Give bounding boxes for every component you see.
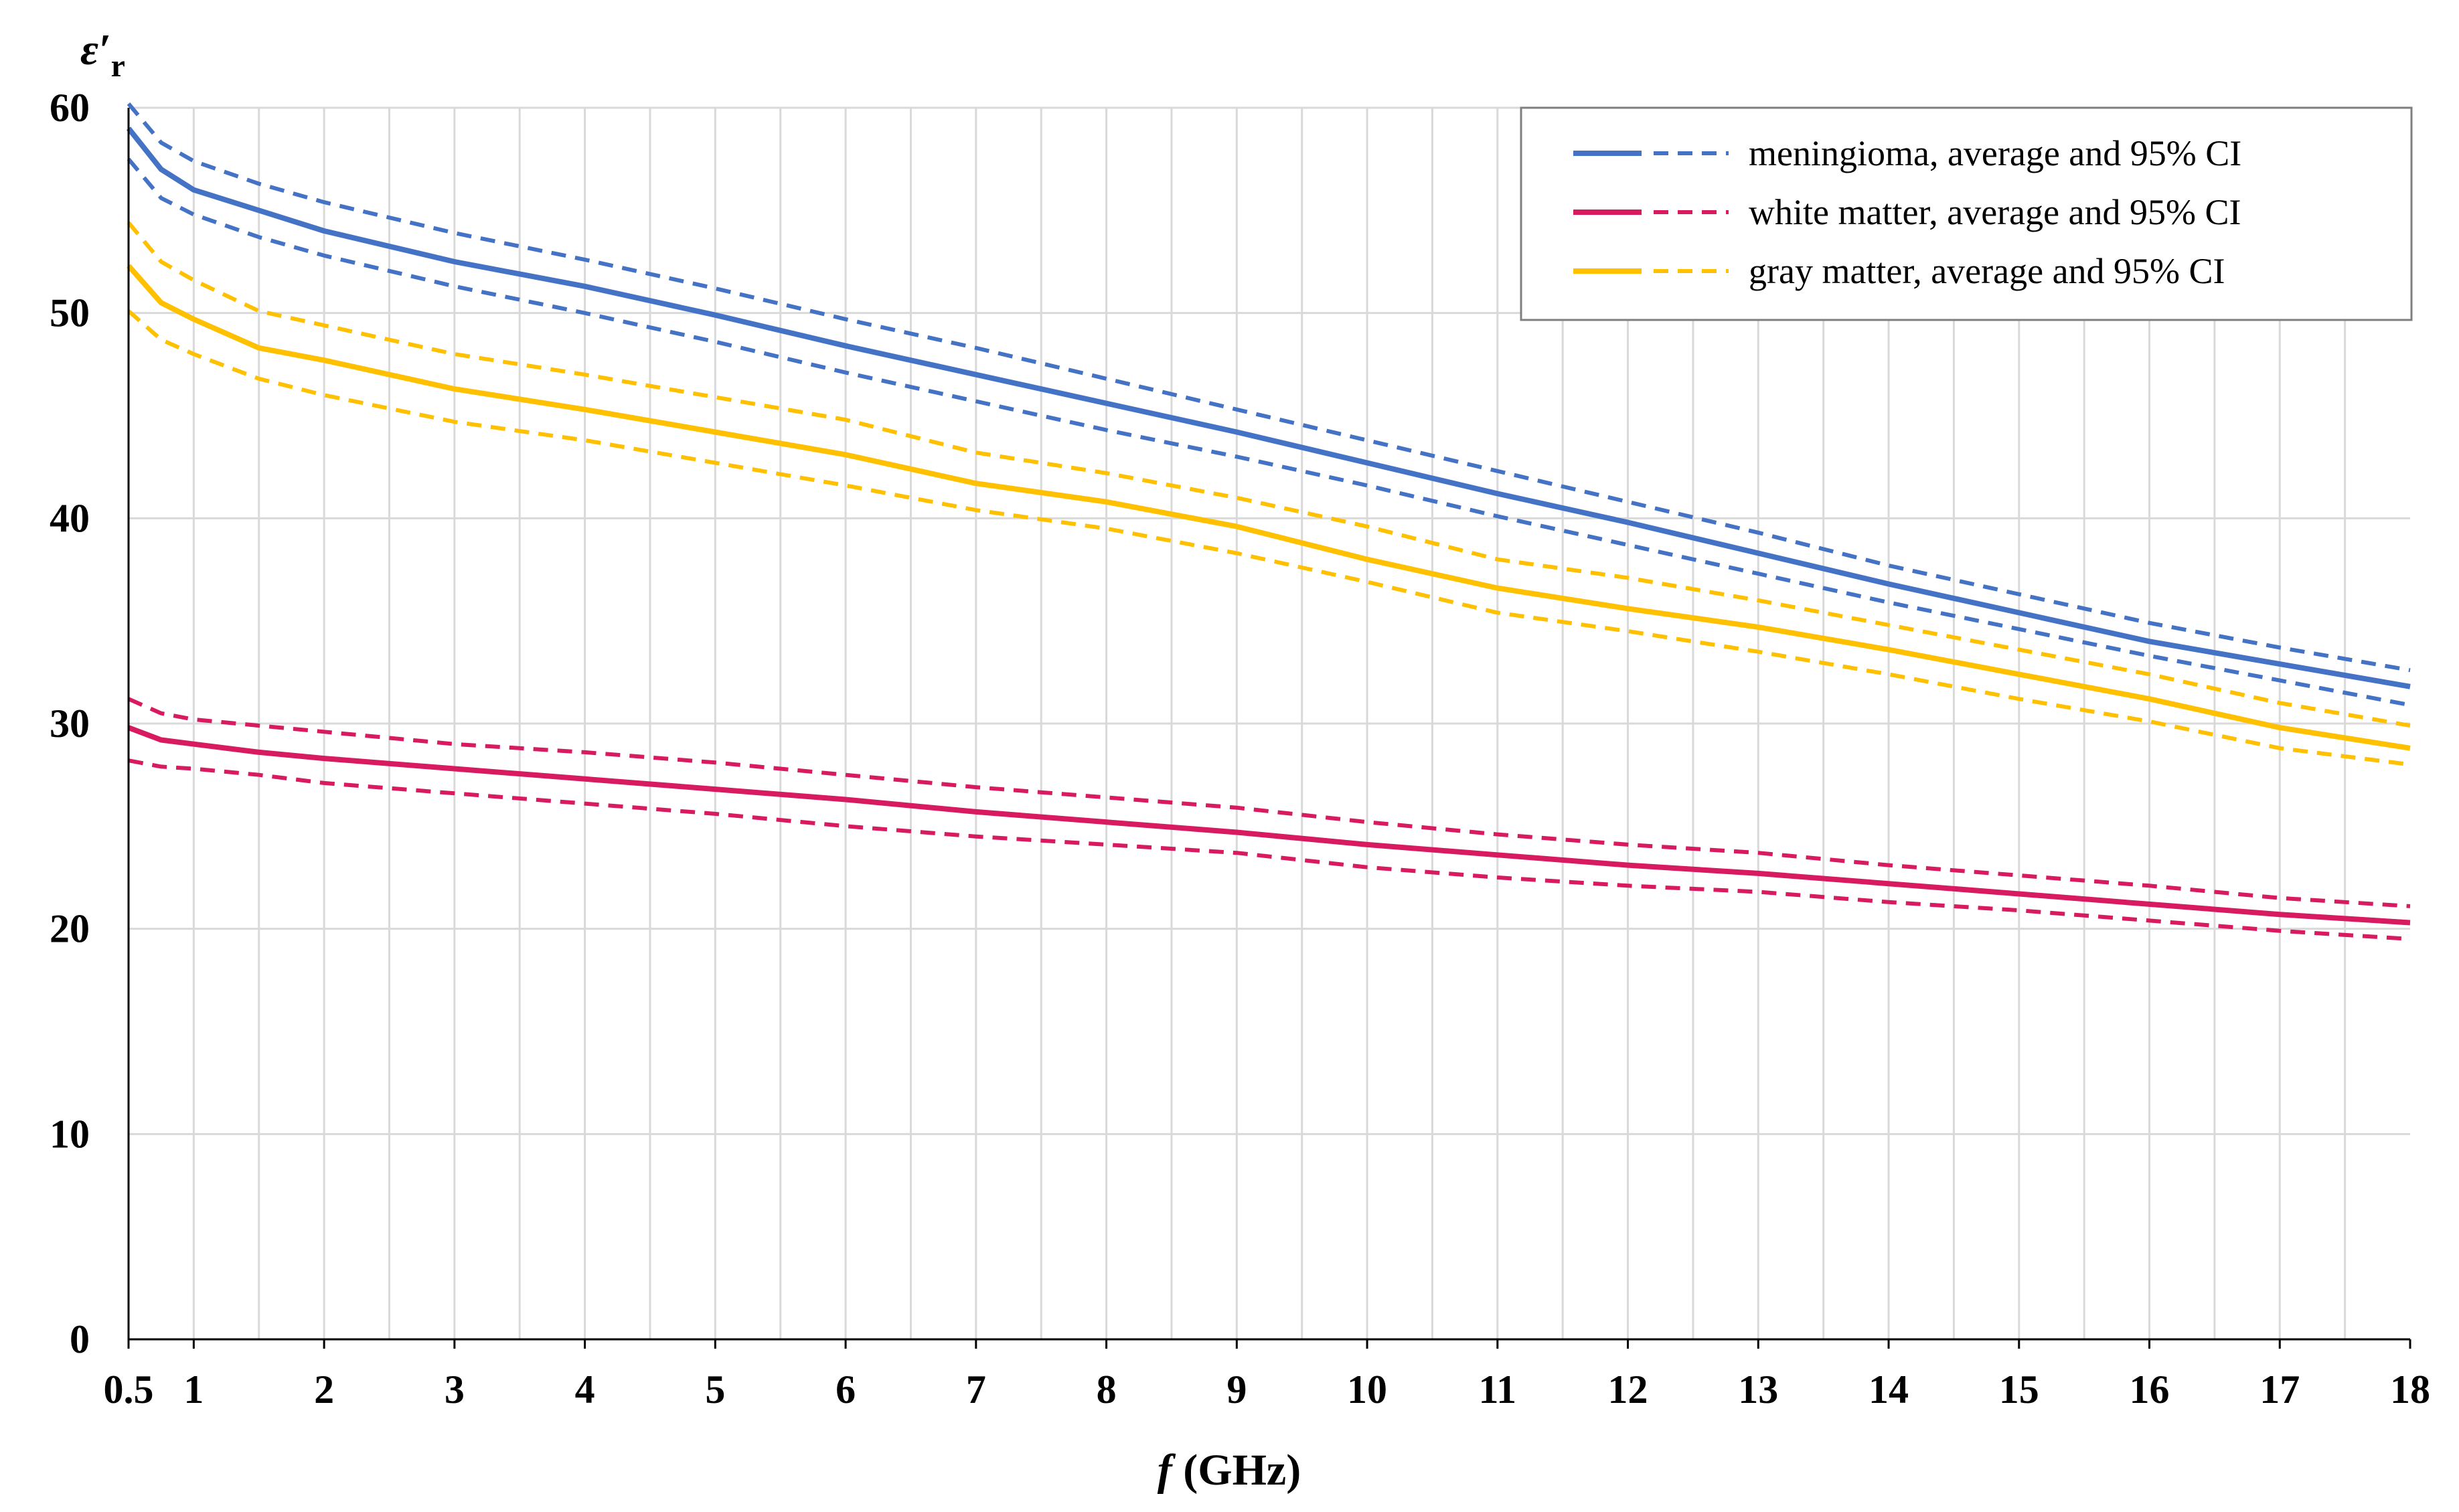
x-tick-label: 2 <box>314 1367 334 1412</box>
y-tick-label: 20 <box>50 907 90 951</box>
y-tick-label: 30 <box>50 701 90 746</box>
x-tick-label: 7 <box>966 1367 986 1412</box>
x-axis-title: f (GHz) <box>1158 1446 1301 1495</box>
x-tick-label: 10 <box>1347 1367 1387 1412</box>
series-line-meningioma-upper-95-ci <box>127 102 2411 673</box>
x-tick-label: 5 <box>705 1367 725 1412</box>
y-tick-label: 50 <box>50 291 90 335</box>
series-line-white-matter-upper-95-ci <box>127 697 2411 908</box>
series-line-meningioma-average <box>126 127 2411 689</box>
y-axis-symbol: ε′ <box>80 25 111 74</box>
series-line-gray-matter-upper-95-ci <box>127 221 2411 728</box>
x-tick-label: 3 <box>445 1367 465 1412</box>
series-line-gray-matter-average <box>127 264 2411 751</box>
x-tick-label: 4 <box>575 1367 595 1412</box>
x-tick-label: 16 <box>2130 1367 2170 1412</box>
axes <box>127 108 2411 1349</box>
x-tick-label: 14 <box>1869 1367 1909 1412</box>
y-tick-label: 40 <box>50 496 90 540</box>
y-tick-labels: 0 10 20 30 40 50 60 <box>50 86 90 1361</box>
legend-box <box>1520 106 2413 321</box>
y-tick-label: 0 <box>70 1317 90 1361</box>
x-axis-unit: (GHz) <box>1172 1446 1301 1495</box>
legend-label: white matter, average and 95% CI <box>1749 192 2241 232</box>
series-line-meningioma-lower-95-ci <box>127 157 2411 707</box>
x-tick-label: 12 <box>1608 1367 1648 1412</box>
x-tick-label: 11 <box>1478 1367 1516 1412</box>
x-tick-label: 6 <box>836 1367 856 1412</box>
x-tick-labels: 0.5 1 2 3 4 5 6 7 8 9 10 11 12 13 14 15 16 17 18 <box>104 1367 2431 1412</box>
x-tick-label: 9 <box>1226 1367 1247 1412</box>
x-tick-label: 13 <box>1738 1367 1778 1412</box>
series-line-white-matter-lower-95-ci <box>128 758 2411 941</box>
legend-label: gray matter, average and 95% CI <box>1749 251 2225 291</box>
x-tick-label: 15 <box>1999 1367 2039 1412</box>
series-line-white-matter-average <box>127 725 2411 926</box>
x-tick-label: 0.5 <box>104 1367 154 1412</box>
series-line-gray-matter-lower-95-ci <box>127 309 2411 767</box>
legend: meningioma, average and 95% CI white matt… <box>1520 106 2413 321</box>
y-axis-subscript: r <box>111 48 125 84</box>
x-tick-label: 8 <box>1097 1367 1117 1412</box>
x-tick-label: 18 <box>2390 1367 2430 1412</box>
legend-label: meningioma, average and 95% CI <box>1749 133 2241 173</box>
series-layer <box>126 102 2411 941</box>
y-tick-label: 10 <box>50 1112 90 1156</box>
x-tick-label: 17 <box>2259 1367 2300 1412</box>
y-axis-title: ε′r <box>80 25 125 84</box>
x-tick-label: 1 <box>183 1367 204 1412</box>
y-tick-label: 60 <box>50 86 90 130</box>
